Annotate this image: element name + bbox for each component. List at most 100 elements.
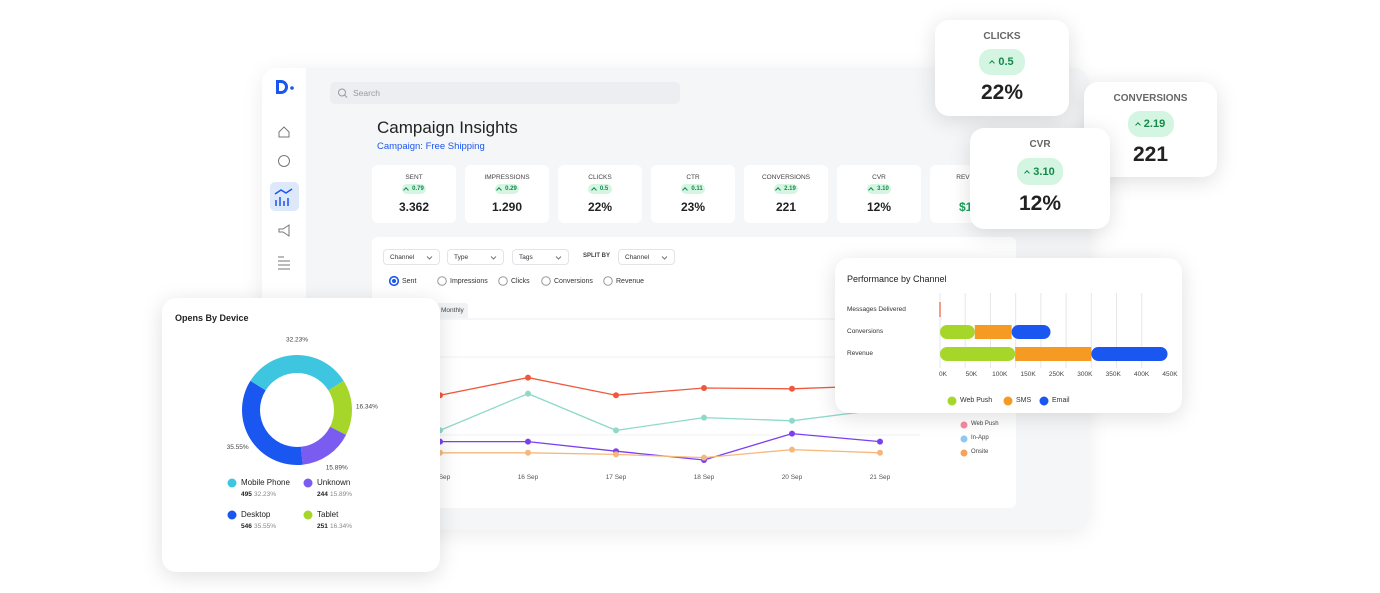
dropdown-label: Channel [625, 254, 650, 261]
delta-pill: 0.79 [402, 184, 426, 194]
kpi-value: 12% [866, 200, 892, 214]
dashboard-icon[interactable] [278, 155, 290, 167]
kpi-label: CVR [1029, 139, 1051, 150]
active-nav[interactable] [270, 182, 299, 211]
legend-dot [303, 478, 313, 488]
kpi-card: IMPRESSIONS 0.29 1.290 [465, 165, 549, 223]
radio-dot [392, 279, 396, 283]
kpi-value: 221 [775, 200, 797, 214]
x-tick-label: 300K [1077, 371, 1093, 378]
metric-option[interactable]: Sent [402, 278, 417, 285]
home-icon[interactable] [278, 126, 290, 138]
bar-segment [1011, 325, 1051, 339]
dropdown[interactable]: Type [447, 249, 504, 265]
radio [541, 276, 551, 286]
line-point [789, 446, 795, 453]
logo-dot [290, 86, 294, 90]
delta-value: 0.5 [998, 56, 1014, 68]
bar-segment [974, 325, 1012, 339]
search-bar[interactable]: Search [330, 82, 680, 104]
caret-icon [682, 187, 689, 193]
line-point [525, 438, 531, 445]
chart-svg [426, 256, 433, 260]
radio [437, 276, 447, 286]
delta-value: 0.11 [691, 186, 703, 192]
kpi-value: 12% [1018, 192, 1062, 215]
kpi-label: CLICKS [588, 174, 612, 181]
dropdown[interactable]: Tags [512, 249, 569, 265]
list-icon[interactable] [278, 256, 290, 270]
legend-label: Web Push [960, 397, 993, 404]
bar-segment [1015, 347, 1092, 361]
bar-segment [940, 325, 975, 339]
delta-pill: 0.5 [588, 184, 612, 194]
tab[interactable]: Monthly [436, 303, 468, 318]
chart-svg: 32.23% 16.34% 15.89% 35.55% [227, 337, 378, 520]
dropdown[interactable]: Channel [383, 249, 440, 265]
legend-label: Onsite [971, 449, 989, 455]
caret-icon [1024, 169, 1031, 176]
delta-pill: 0.5 [979, 49, 1025, 75]
kpi-label: CTR [686, 174, 700, 181]
kpi-card: CONVERSIONS 2.19 221 [744, 165, 828, 223]
kpi-card: CTR 0.11 23% [651, 165, 735, 223]
delta-pill: 3.10 [1017, 158, 1063, 185]
dropdown-label: Channel [390, 254, 415, 261]
donut-segment [250, 355, 344, 391]
legend-label: SMS [1016, 397, 1032, 404]
radio [603, 276, 613, 286]
category-label: Conversions [847, 328, 884, 335]
delta-value: 0.29 [505, 186, 517, 192]
caret-icon [403, 187, 409, 193]
dropdown[interactable]: Channel [618, 249, 675, 265]
caret-icon [590, 187, 597, 193]
campaign-icon[interactable] [278, 224, 290, 237]
kpi-value: 221 [1132, 143, 1169, 166]
x-tick-label: 400K [1134, 371, 1150, 378]
metric-option[interactable]: Revenue [616, 278, 645, 285]
delta-value: 2.19 [1143, 118, 1166, 130]
line-point [877, 449, 883, 456]
line-point [789, 417, 795, 424]
page-subtitle: Campaign: Free Shipping [377, 141, 485, 152]
chart-svg [372, 318, 1016, 463]
caret-icon [868, 187, 874, 193]
delta-value: 3.10 [877, 186, 889, 192]
legend-dot [227, 510, 237, 520]
logo [276, 80, 288, 94]
legend-percent: 35.55% [254, 523, 277, 530]
kpi-label: SENT [405, 174, 423, 181]
metric-option[interactable]: Conversions [554, 278, 593, 285]
legend-label: Mobile Phone [241, 478, 290, 487]
line-point [877, 438, 883, 445]
line-point [701, 414, 707, 421]
kpi-value: 23% [680, 200, 706, 214]
performance-card: Performance by Channel 0K 50K 100K 150K 250K 3… [835, 258, 1182, 413]
legend-dot [1039, 396, 1049, 406]
bar-segment [940, 347, 1016, 361]
page-title: Campaign Insights [377, 118, 518, 137]
legend-dot [227, 478, 237, 488]
chevron [426, 256, 433, 260]
x-tick-label: 150K [1021, 371, 1037, 378]
chevron [555, 256, 562, 260]
donut-segment [242, 380, 303, 465]
line-point [701, 385, 707, 391]
metric-option[interactable]: Impressions [450, 278, 488, 285]
x-tick-label: 100K [992, 371, 1008, 378]
chart-svg [498, 276, 508, 286]
search-icon [338, 88, 348, 98]
metric-option[interactable]: Clicks [511, 278, 530, 285]
delta-pill: 0.11 [681, 184, 705, 194]
legend-count: 495 [241, 491, 252, 498]
legend-label: Unknown [317, 478, 351, 487]
kpi-value: 1.290 [491, 200, 523, 214]
line-point [613, 427, 619, 434]
kpi-label: CVR [872, 174, 886, 181]
delta-value: 0.5 [599, 186, 609, 192]
kpi-value: 3.362 [398, 200, 430, 214]
line-point [613, 392, 619, 399]
legend-count: 546 [241, 523, 252, 530]
donut-segment [300, 426, 347, 465]
